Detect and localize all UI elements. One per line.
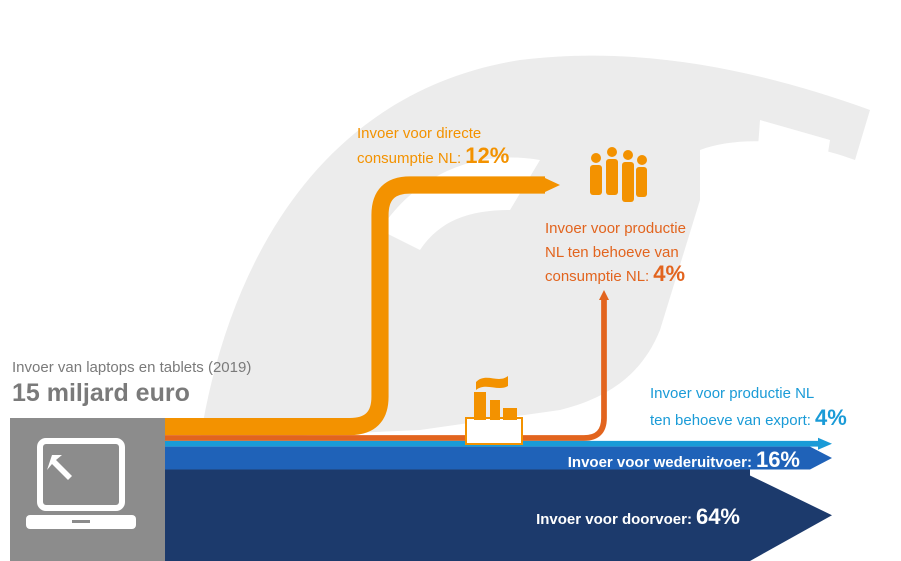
label-text: ten behoeve van export: [650,412,811,429]
flow [165,300,607,441]
label-text: Invoer voor productie [545,220,686,237]
flow-label: NL ten behoeve van [545,244,679,261]
value-label: 4% [815,405,847,430]
laptop-slot [72,520,90,523]
flow-label: consumptie NL: 12% [357,143,509,168]
background-shape [200,55,870,440]
flow-label: Invoer voor directe [357,125,481,142]
laptop-icon [37,438,125,511]
label-text: consumptie NL: [357,150,461,167]
value-label: 4% [653,261,685,286]
value-label: 16% [756,447,800,472]
flow-arrow [545,178,560,192]
flow [165,469,750,561]
factory-icon [465,376,523,445]
label-text: Invoer voor doorvoer: [536,511,692,528]
flow-arrow [599,290,609,300]
label-text: Invoer voor productie NL [650,385,814,402]
label-text: NL ten behoeve van [545,244,679,261]
flow-label: Invoer voor wederuitvoer: 16% [568,447,800,472]
value-label: 12% [465,143,509,168]
background-cut [740,120,830,400]
total: 15 miljard euro [12,379,190,407]
people-icon [590,147,647,202]
flow-label: consumptie NL: 4% [545,261,685,286]
flow-arrow [750,475,832,561]
flow [165,446,810,470]
flow-label: Invoer voor doorvoer: 64% [536,504,740,529]
flow-label: ten behoeve van export: 4% [650,405,847,430]
flow-label: Invoer voor productie [545,220,686,237]
flow [165,176,545,436]
title: Invoer van laptops en tablets (2019) [12,359,251,376]
flow-label: Invoer voor productie NL [650,385,814,402]
label-text: Invoer voor directe [357,125,481,142]
label-text: Invoer voor wederuitvoer: [568,454,752,471]
label-text: consumptie NL: [545,268,649,285]
arrow-icon [47,455,72,480]
value-label: 64% [696,504,740,529]
flow-arrow [818,437,832,450]
flow-arrow [810,446,832,470]
